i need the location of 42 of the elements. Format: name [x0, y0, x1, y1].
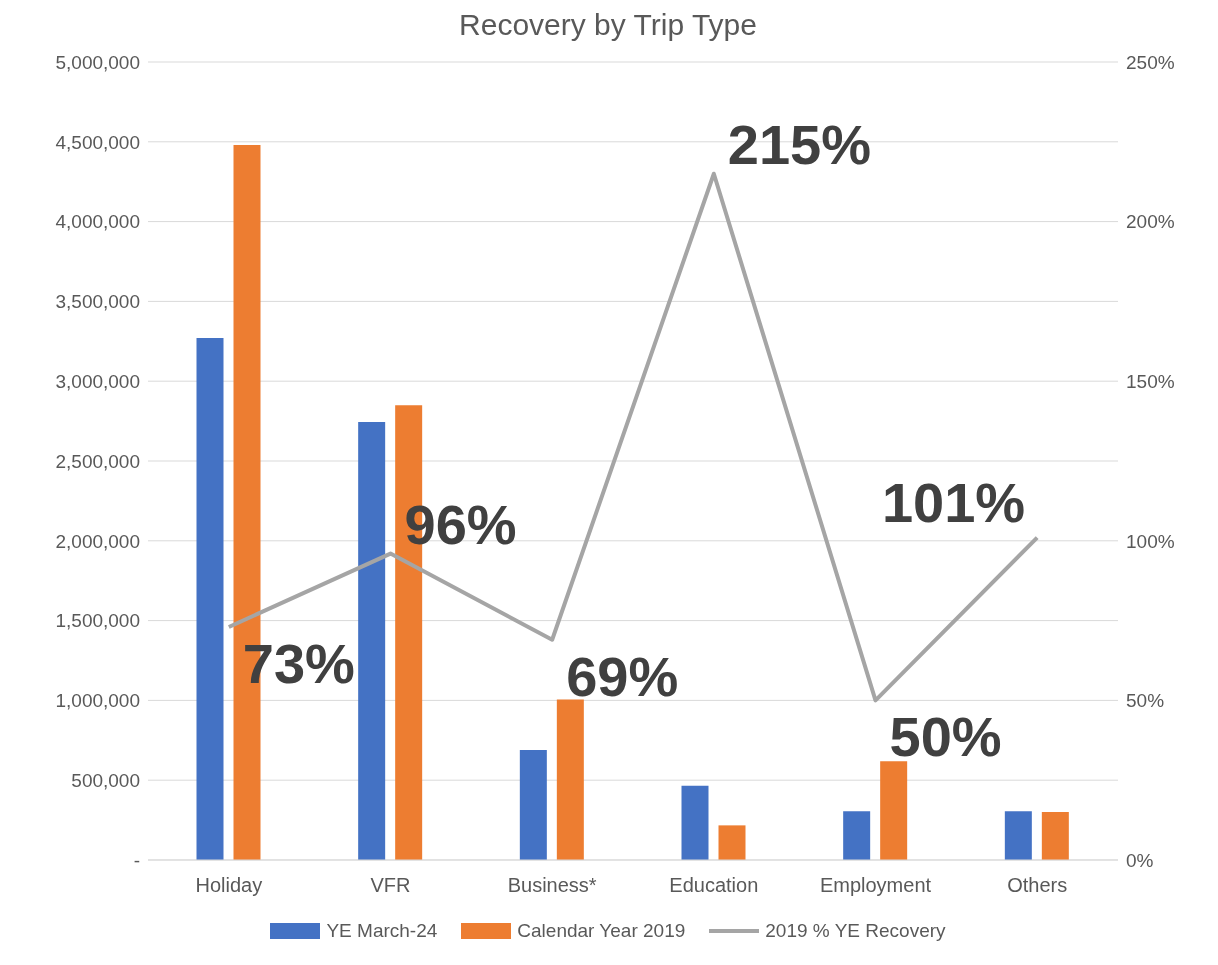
- bar: [681, 785, 709, 860]
- y2-tick-label: 250%: [1126, 51, 1175, 73]
- bar: [1041, 812, 1069, 860]
- y-tick-label: 4,500,000: [55, 131, 140, 153]
- legend-label: Calendar Year 2019: [517, 920, 686, 942]
- y-tick-label: 4,000,000: [55, 211, 140, 233]
- y2-tick-label: 100%: [1126, 530, 1175, 552]
- bar: [718, 825, 746, 860]
- y-tick-label: 3,000,000: [55, 370, 140, 392]
- x-tick-label: Employment: [819, 874, 932, 897]
- y-tick-label: 2,000,000: [55, 530, 140, 552]
- y-tick-label: 5,000,000: [55, 51, 140, 73]
- y2-tick-label: 150%: [1126, 370, 1175, 392]
- x-tick-label: Business*: [507, 874, 597, 897]
- data-label: 215%: [727, 112, 872, 176]
- y2-tick-label: 200%: [1126, 211, 1175, 233]
- chart-title: Recovery by Trip Type: [458, 8, 758, 42]
- legend-label: 2019 % YE Recovery: [765, 920, 946, 942]
- bar: [519, 749, 547, 860]
- y-tick-label: 500,000: [71, 769, 140, 791]
- y-tick-label: 1,000,000: [55, 690, 140, 712]
- y2-tick-label: 50%: [1126, 690, 1165, 712]
- y2-tick-label: 0%: [1126, 849, 1154, 871]
- data-label: 101%: [881, 470, 1026, 534]
- legend-label: YE March-24: [326, 920, 438, 942]
- y-tick-label: 3,500,000: [55, 291, 140, 313]
- y-tick-label: 2,500,000: [55, 450, 140, 472]
- bar: [843, 811, 871, 860]
- line-series: [226, 171, 1040, 703]
- x-tick-label: VFR: [370, 874, 411, 897]
- x-tick-label: Others: [1007, 874, 1068, 897]
- bar: [1004, 811, 1032, 860]
- data-label: 50%: [889, 705, 1002, 769]
- bar: [358, 421, 386, 860]
- y-tick-label: 1,500,000: [55, 610, 140, 632]
- bar: [196, 338, 224, 860]
- bar: [880, 761, 908, 860]
- y-tick-label: -: [133, 849, 140, 871]
- x-tick-label: Education: [669, 874, 759, 897]
- bar: [556, 699, 584, 860]
- x-tick-label: Holiday: [195, 874, 263, 897]
- data-label: 69%: [566, 644, 679, 708]
